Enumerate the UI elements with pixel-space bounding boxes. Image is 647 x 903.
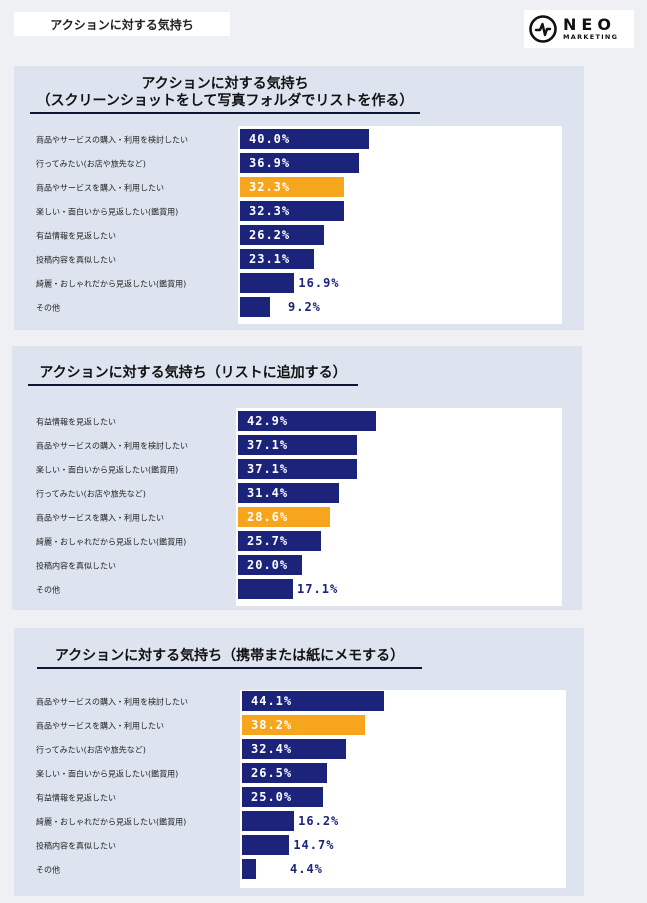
chart-title: アクションに対する気持ち（リストに追加する） <box>28 365 358 386</box>
category-label: 有益情報を見返したい <box>36 793 116 803</box>
bar <box>240 225 325 245</box>
category-label: その他 <box>36 303 60 313</box>
category-label: 綺麗・おしゃれだから見返したい(鑑賞用) <box>36 537 187 547</box>
category-label: 行ってみたい(お店や旅先など) <box>36 159 146 169</box>
data-label: 32.4% <box>251 742 293 756</box>
category-label: その他 <box>36 865 60 875</box>
data-label: 38.2% <box>251 718 293 732</box>
data-label: 32.3% <box>249 204 291 218</box>
category-label: 投稿内容を真似したい <box>36 841 116 851</box>
category-label: 商品やサービスの購入・利用を検討したい <box>36 441 188 451</box>
category-label: 綺麗・おしゃれだから見返したい(鑑賞用) <box>36 817 187 827</box>
bar <box>240 129 369 149</box>
bar <box>240 201 344 221</box>
data-label: 17.1% <box>297 582 339 596</box>
data-label: 37.1% <box>247 462 289 476</box>
bar <box>242 787 323 807</box>
category-label: 楽しい・面白いから見返したい(鑑賞用) <box>36 769 179 779</box>
category-label: 楽しい・面白いから見返したい(鑑賞用) <box>36 465 179 475</box>
category-label: 綺麗・おしゃれだから見返したい(鑑賞用) <box>36 279 187 289</box>
data-label: 16.2% <box>298 814 340 828</box>
data-label: 25.7% <box>247 534 289 548</box>
category-label: 商品やサービスを購入・利用したい <box>36 183 164 193</box>
bar <box>238 531 321 551</box>
bar <box>240 177 344 197</box>
data-label: 36.9% <box>249 156 291 170</box>
chart-title: アクションに対する気持ち（携帯または紙にメモする） <box>37 648 422 669</box>
bar <box>240 249 315 269</box>
bar <box>238 555 303 575</box>
bar <box>238 579 294 599</box>
category-label: 行ってみたい(お店や旅先など) <box>36 489 146 499</box>
data-label: 40.0% <box>249 132 291 146</box>
data-label: 20.0% <box>247 558 289 572</box>
bar <box>238 507 331 527</box>
neo-marketing-logo: NEO MARKETING <box>524 10 634 48</box>
data-label: 37.1% <box>247 438 289 452</box>
bar <box>242 739 347 759</box>
category-label: 有益情報を見返したい <box>36 231 116 241</box>
bar <box>240 153 359 173</box>
logo-main-text: NEO <box>563 15 616 34</box>
bar <box>238 483 340 503</box>
neo-pulse-icon <box>529 15 557 43</box>
bar <box>242 811 295 831</box>
data-label: 25.0% <box>251 790 293 804</box>
data-label: 42.9% <box>247 414 289 428</box>
data-label: 26.5% <box>251 766 293 780</box>
category-label: 商品やサービスの購入・利用を検討したい <box>36 135 188 145</box>
page-title: アクションに対する気持ち <box>14 12 230 36</box>
category-label: 有益情報を見返したい <box>36 417 116 427</box>
bar <box>242 691 384 711</box>
data-label: 9.2% <box>288 300 321 314</box>
bar <box>238 435 358 455</box>
data-label: 26.2% <box>249 228 291 242</box>
bar <box>242 835 290 855</box>
data-label: 16.9% <box>298 276 340 290</box>
bar <box>238 411 377 431</box>
chart-title: アクションに対する気持ち （スクリーンショットをして写真フォルダでリストを作る） <box>30 76 420 114</box>
category-label: 商品やサービスを購入・利用したい <box>36 721 164 731</box>
data-label: 23.1% <box>249 252 291 266</box>
bar <box>242 859 257 879</box>
category-label: 楽しい・面白いから見返したい(鑑賞用) <box>36 207 179 217</box>
category-label: 投稿内容を真似したい <box>36 561 116 571</box>
bar <box>242 715 365 735</box>
logo-sub-text: MARKETING <box>563 33 619 41</box>
bar <box>240 297 270 317</box>
data-label: 32.3% <box>249 180 291 194</box>
data-label: 4.4% <box>290 862 323 876</box>
category-label: 行ってみたい(お店や旅先など) <box>36 745 146 755</box>
data-label: 28.6% <box>247 510 289 524</box>
data-label: 44.1% <box>251 694 293 708</box>
bar <box>240 273 295 293</box>
data-label: 14.7% <box>293 838 335 852</box>
category-label: その他 <box>36 585 60 595</box>
bar <box>242 763 328 783</box>
data-label: 31.4% <box>247 486 289 500</box>
category-label: 商品やサービスの購入・利用を検討したい <box>36 697 188 707</box>
category-label: 商品やサービスを購入・利用したい <box>36 513 164 523</box>
bar <box>238 459 358 479</box>
category-label: 投稿内容を真似したい <box>36 255 116 265</box>
